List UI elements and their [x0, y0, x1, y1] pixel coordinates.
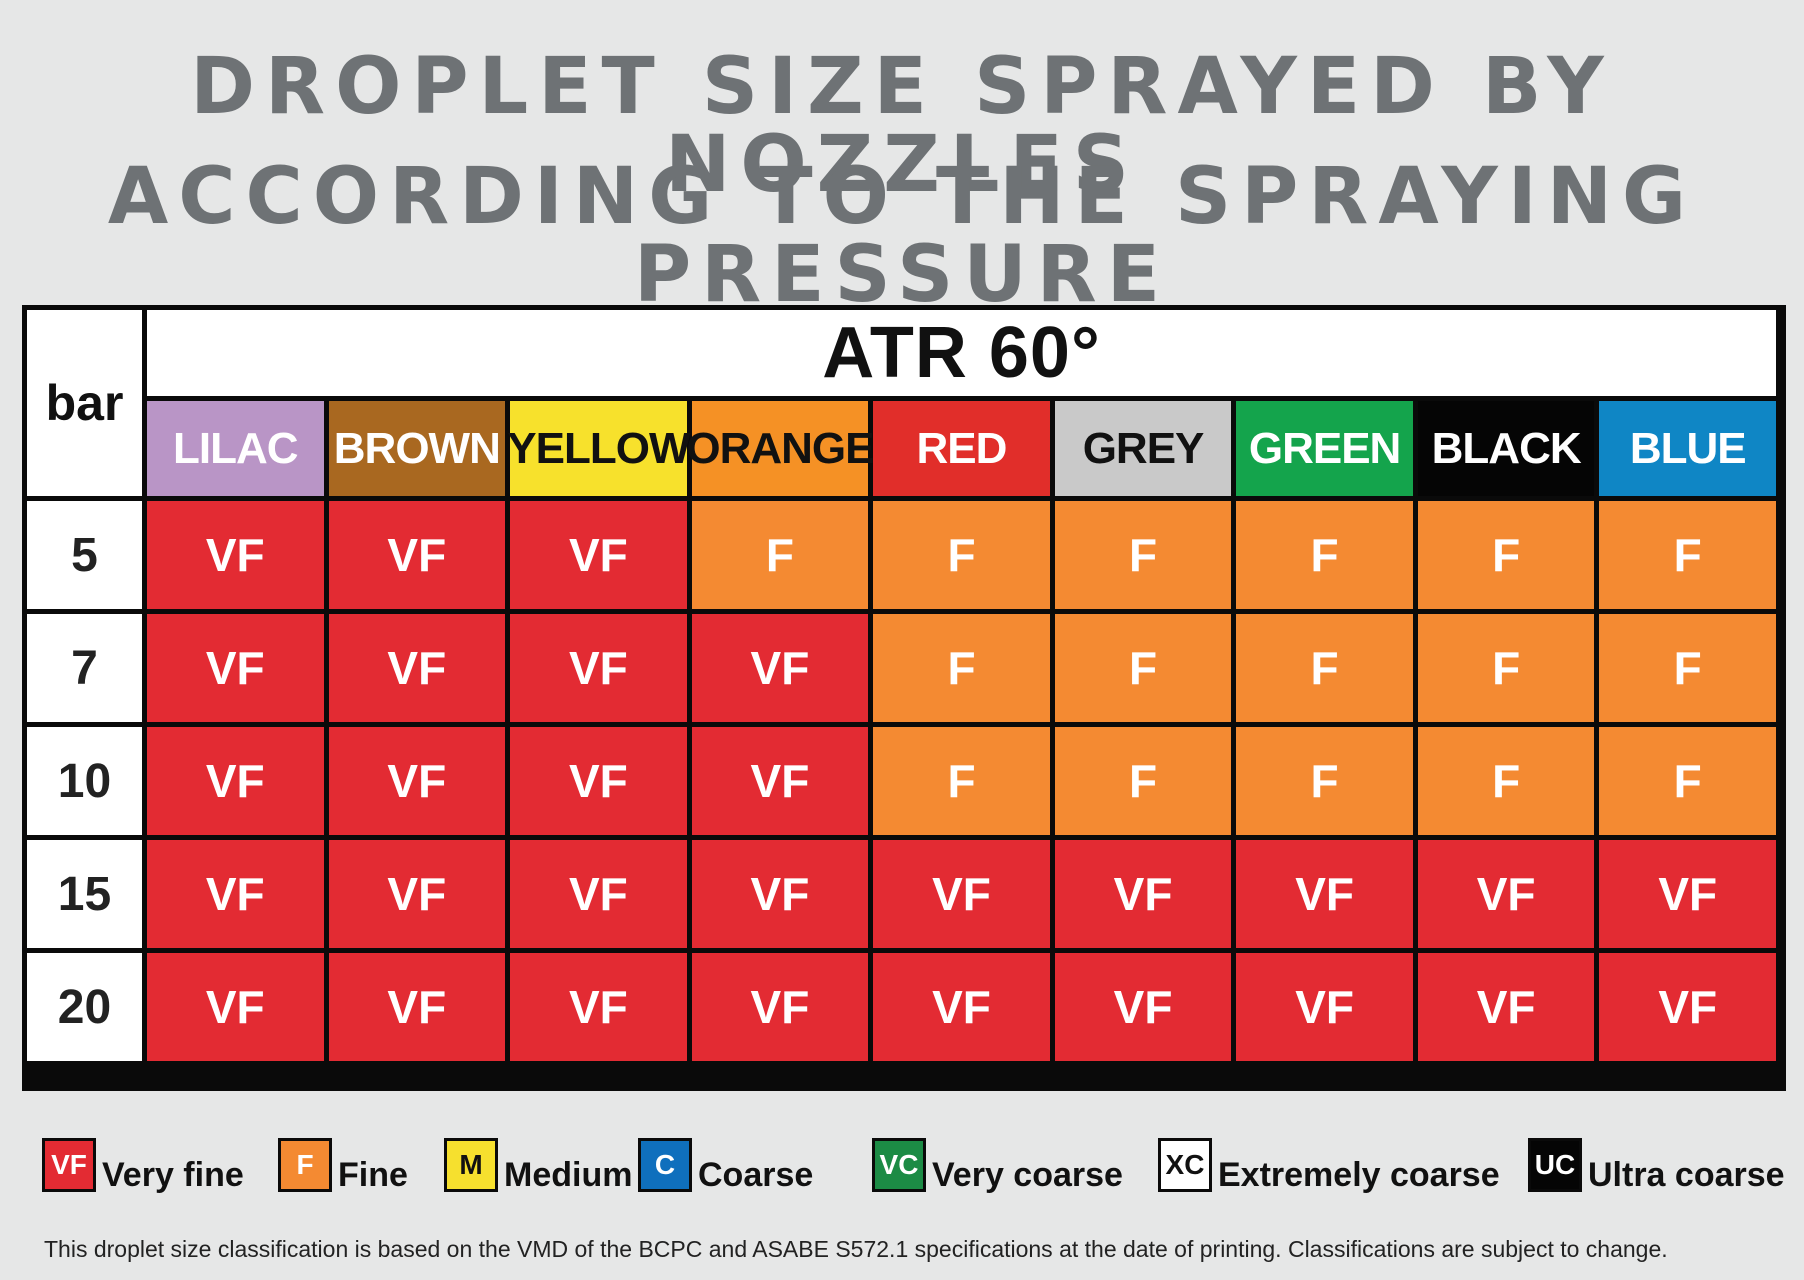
- cell-5-red: F: [873, 501, 1050, 609]
- cell-10-green: F: [1236, 727, 1413, 835]
- droplet-size-table: bar ATR 60° LILAC BROWN YELLOW ORANGE RED GREY G…: [22, 305, 1786, 1091]
- legend-swatch-c: C: [638, 1138, 692, 1192]
- legend-label-vf: Very fine: [102, 1156, 244, 1194]
- nozzle-header-yellow: YELLOW: [507, 401, 690, 496]
- cell-20-yellow: VF: [510, 953, 687, 1061]
- cell-15-orange: VF: [691, 840, 869, 948]
- nozzle-header-green: GREEN: [1236, 401, 1413, 496]
- pressure-label-5: 5: [27, 501, 142, 609]
- cell-10-grey: F: [1054, 727, 1232, 835]
- cell-7-orange: VF: [691, 614, 869, 722]
- legend-swatch-m: M: [444, 1138, 498, 1192]
- nozzle-header-red: RED: [873, 401, 1050, 496]
- legend-swatch-uc: UC: [1528, 1138, 1582, 1192]
- legend-swatch-xc: XC: [1158, 1138, 1212, 1192]
- cell-7-green: F: [1236, 614, 1413, 722]
- cell-20-red: VF: [873, 953, 1050, 1061]
- cell-20-lilac: VF: [147, 953, 324, 1061]
- chart-title-line-1: DROPLET SIZE SPRAYED BY NOZZLES: [190, 42, 1614, 210]
- pressure-label-15: 15: [27, 840, 142, 948]
- cell-10-blue: F: [1599, 727, 1776, 835]
- legend-swatch-vf: VF: [42, 1138, 96, 1192]
- cell-15-blue: VF: [1599, 840, 1776, 948]
- cell-15-grey: VF: [1054, 840, 1232, 948]
- cell-15-brown: VF: [328, 840, 506, 948]
- cell-15-lilac: VF: [147, 840, 324, 948]
- cell-20-grey: VF: [1054, 953, 1232, 1061]
- cell-20-orange: VF: [691, 953, 869, 1061]
- legend-label-uc: Ultra coarse: [1588, 1156, 1785, 1194]
- cell-5-lilac: VF: [147, 501, 324, 609]
- cell-15-black: VF: [1417, 840, 1595, 948]
- legend-swatch-f: F: [278, 1138, 332, 1192]
- cell-10-brown: VF: [328, 727, 506, 835]
- cell-20-brown: VF: [328, 953, 506, 1061]
- legend-label-m: Medium: [504, 1156, 633, 1194]
- cell-15-red: VF: [873, 840, 1050, 948]
- cell-7-grey: F: [1054, 614, 1232, 722]
- cell-7-brown: VF: [328, 614, 506, 722]
- legend-item-f: F Fine: [278, 1138, 408, 1192]
- cell-7-blue: F: [1599, 614, 1776, 722]
- legend-item-uc: UC Ultra coarse: [1528, 1138, 1785, 1192]
- cell-7-yellow: VF: [510, 614, 687, 722]
- legend-swatch-vc: VC: [872, 1138, 926, 1192]
- footnote: This droplet size classification is base…: [44, 1236, 1668, 1262]
- pressure-label-20: 20: [27, 953, 142, 1061]
- cell-5-yellow: VF: [510, 501, 687, 609]
- cell-20-blue: VF: [1599, 953, 1776, 1061]
- legend-item-c: C Coarse: [638, 1138, 813, 1192]
- legend-label-xc: Extremely coarse: [1218, 1156, 1500, 1194]
- nozzle-header-blue: BLUE: [1599, 401, 1776, 496]
- legend-label-vc: Very coarse: [932, 1156, 1123, 1194]
- cell-7-red: F: [873, 614, 1050, 722]
- nozzle-header-brown: BROWN: [328, 401, 506, 496]
- cell-5-green: F: [1236, 501, 1413, 609]
- pressure-label-7: 7: [27, 614, 142, 722]
- cell-5-orange: F: [691, 501, 869, 609]
- cell-10-black: F: [1417, 727, 1595, 835]
- cell-15-yellow: VF: [510, 840, 687, 948]
- cell-5-grey: F: [1054, 501, 1232, 609]
- legend-item-xc: XC Extremely coarse: [1158, 1138, 1500, 1192]
- cell-10-yellow: VF: [510, 727, 687, 835]
- legend-item-m: M Medium: [444, 1138, 632, 1192]
- legend-item-vf: VF Very fine: [42, 1138, 244, 1192]
- cell-10-red: F: [873, 727, 1050, 835]
- cell-20-black: VF: [1417, 953, 1595, 1061]
- cell-20-green: VF: [1236, 953, 1413, 1061]
- nozzle-header-orange: ORANGE: [686, 401, 874, 496]
- cell-5-brown: VF: [328, 501, 506, 609]
- cell-5-blue: F: [1599, 501, 1776, 609]
- cell-7-lilac: VF: [147, 614, 324, 722]
- row-axis-header: bar: [27, 310, 142, 496]
- cell-15-green: VF: [1236, 840, 1413, 948]
- legend-item-vc: VC Very coarse: [872, 1138, 1123, 1192]
- cell-10-orange: VF: [691, 727, 869, 835]
- nozzle-header-grey: GREY: [1054, 401, 1232, 496]
- cell-10-lilac: VF: [147, 727, 324, 835]
- nozzle-header-black: BLACK: [1417, 401, 1595, 496]
- nozzle-header-lilac: LILAC: [147, 401, 324, 496]
- legend-label-c: Coarse: [698, 1156, 814, 1194]
- cell-7-black: F: [1417, 614, 1595, 722]
- column-group-header: ATR 60°: [147, 310, 1776, 396]
- legend-label-f: Fine: [338, 1156, 408, 1194]
- pressure-label-10: 10: [27, 727, 142, 835]
- chart-title-line-2: ACCORDING TO THE SPRAYING PRESSURE: [107, 152, 1697, 320]
- cell-5-black: F: [1417, 501, 1595, 609]
